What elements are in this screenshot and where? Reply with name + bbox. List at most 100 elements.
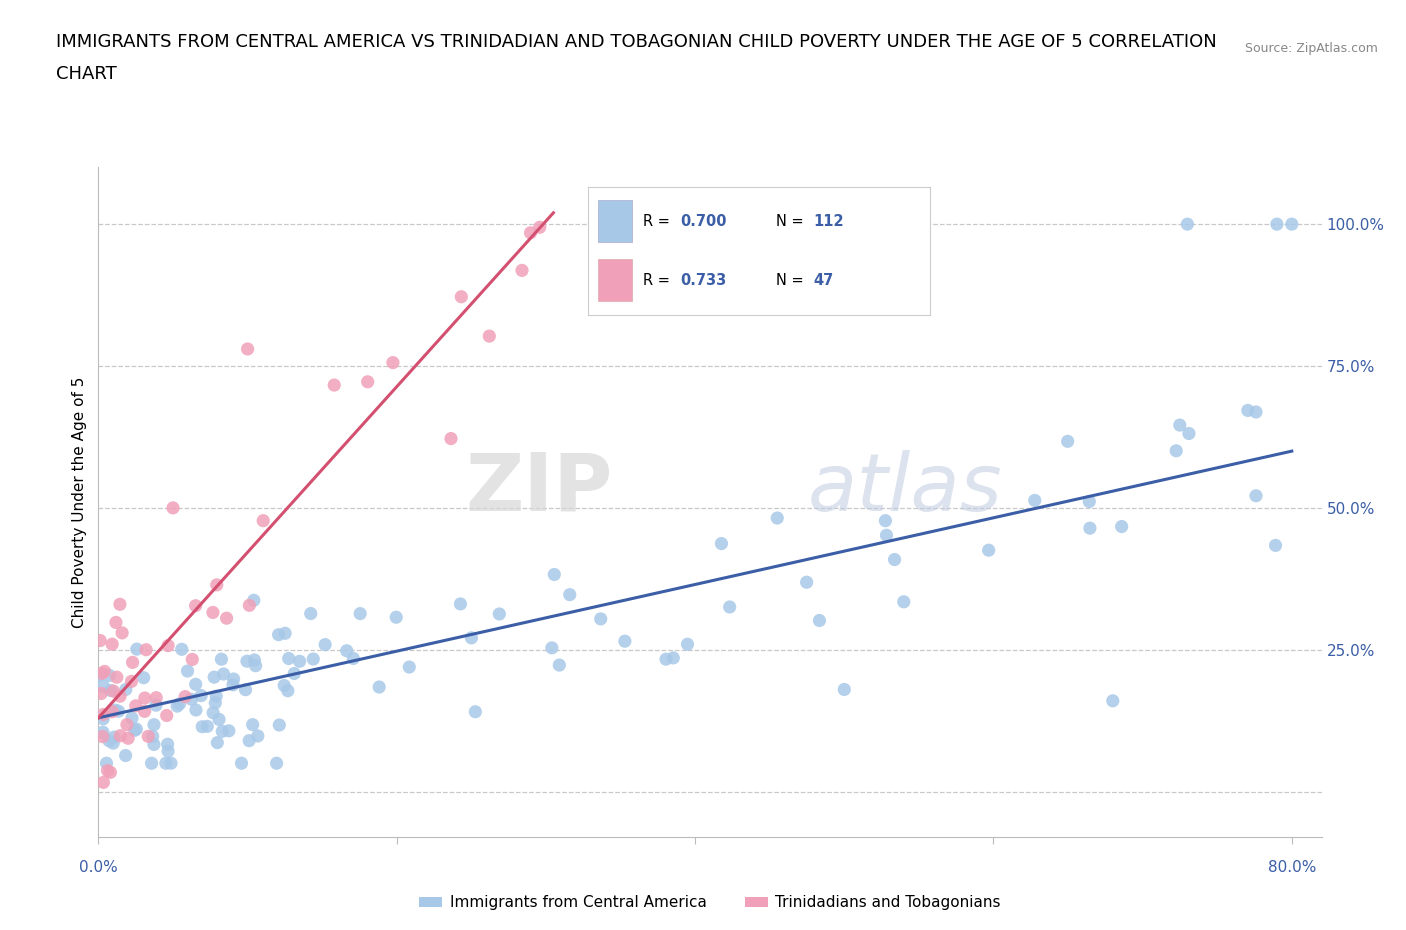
Point (108, 689, 131, 704)
Point (875, 528, 897, 543)
Point (100, 683, 122, 698)
Point (204, 696, 226, 711)
Point (184, 598, 207, 613)
Point (115, 717, 138, 732)
Point (274, 626, 297, 641)
Point (450, 289, 472, 304)
Point (238, 598, 260, 613)
Point (91, 724, 114, 739)
Point (169, 697, 191, 711)
Point (93, 707, 115, 722)
Point (381, 355, 404, 370)
Point (184, 702, 207, 717)
Point (145, 690, 167, 705)
Point (302, 652, 325, 667)
Point (145, 698, 167, 712)
Point (96, 764, 118, 778)
Point (181, 652, 204, 667)
Point (202, 670, 225, 684)
Point (121, 674, 143, 689)
Y-axis label: Child Poverty Under the Age of 5: Child Poverty Under the Age of 5 (72, 377, 87, 628)
Point (1264, 538, 1286, 552)
Point (1236, 403, 1258, 418)
Point (357, 375, 380, 390)
Point (449, 596, 471, 611)
Point (176, 664, 198, 679)
Point (1101, 694, 1123, 709)
Point (883, 552, 905, 567)
Point (231, 756, 253, 771)
Point (114, 748, 136, 763)
Point (589, 611, 612, 626)
Point (222, 671, 245, 686)
Point (132, 671, 155, 685)
Point (191, 719, 214, 734)
Point (104, 615, 127, 630)
Point (104, 703, 127, 718)
Point (93, 775, 115, 790)
Point (440, 432, 463, 446)
Point (105, 670, 128, 684)
Point (208, 712, 231, 727)
Point (90, 686, 112, 701)
Point (242, 717, 264, 732)
Point (174, 689, 197, 704)
Point (336, 644, 359, 658)
Point (155, 756, 177, 771)
Point (1177, 217, 1199, 232)
Point (166, 698, 188, 713)
Point (1056, 434, 1078, 449)
Point (209, 652, 232, 667)
Point (134, 704, 156, 719)
Point (91, 729, 114, 744)
Point (766, 511, 789, 525)
Point (114, 682, 136, 697)
Point (121, 711, 143, 725)
Point (184, 677, 207, 692)
Point (1111, 519, 1133, 534)
Point (342, 651, 364, 666)
Point (808, 613, 831, 628)
Point (655, 652, 678, 667)
Point (478, 328, 501, 343)
Point (101, 637, 124, 652)
Point (202, 705, 225, 720)
Point (267, 627, 290, 642)
Point (125, 698, 148, 713)
Point (977, 543, 1000, 558)
Text: CHART: CHART (56, 65, 117, 83)
Point (98, 668, 121, 683)
Point (1168, 418, 1191, 432)
Point (101, 704, 124, 719)
Point (269, 718, 291, 733)
Point (245, 658, 267, 673)
Point (558, 587, 581, 602)
Text: 0.0%: 0.0% (79, 859, 118, 875)
Point (548, 658, 571, 672)
Point (117, 731, 139, 746)
Point (266, 756, 288, 771)
Point (662, 650, 685, 665)
Point (277, 651, 299, 666)
Point (238, 733, 260, 748)
Point (710, 536, 733, 551)
Text: ZIP: ZIP (465, 450, 612, 528)
Point (1178, 426, 1201, 441)
Point (142, 737, 165, 752)
Point (541, 641, 564, 656)
Point (323, 378, 346, 392)
Point (1078, 521, 1101, 536)
Point (277, 684, 299, 698)
Point (519, 225, 541, 240)
Point (93, 664, 115, 679)
Legend: Immigrants from Central America, Trinidadians and Tobagonians: Immigrants from Central America, Trinida… (413, 889, 1007, 916)
Point (398, 659, 420, 674)
Point (246, 728, 269, 743)
Point (1244, 488, 1267, 503)
Text: Source: ZipAtlas.com: Source: ZipAtlas.com (1244, 42, 1378, 55)
Text: 80.0%: 80.0% (1268, 859, 1316, 875)
Point (125, 722, 148, 737)
Point (676, 637, 699, 652)
Point (190, 688, 212, 703)
Point (205, 578, 228, 592)
